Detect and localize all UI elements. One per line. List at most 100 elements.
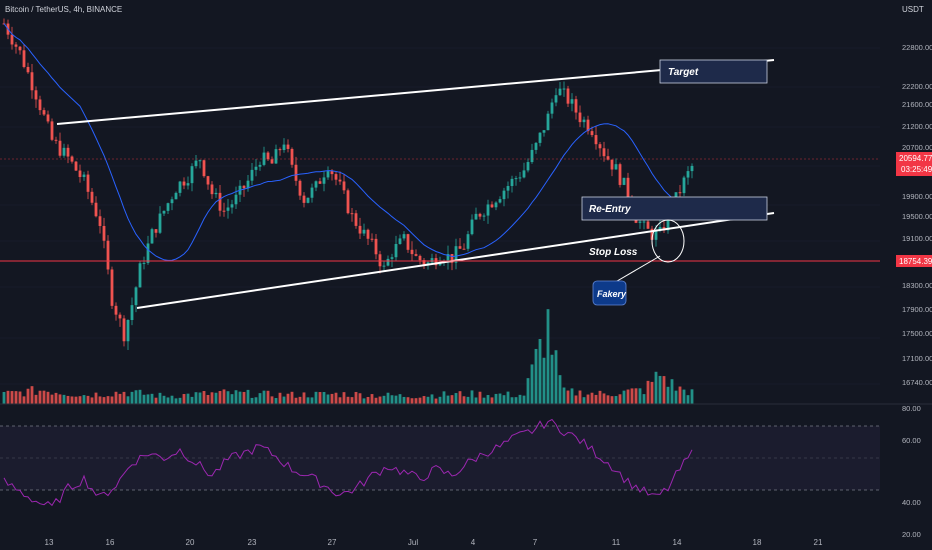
volume-bar [670,379,674,404]
candle-body [586,119,590,132]
candle-body [514,178,518,180]
candle-body [394,244,398,258]
volume-bar [126,396,130,404]
candle-body [678,192,682,194]
volume-bar [626,389,630,404]
candle-body [234,194,238,205]
fakery-box[interactable] [592,280,627,306]
volume-bar [274,398,278,404]
candle-body [482,215,486,217]
candle-body [566,88,570,104]
target-label: Target [668,67,699,78]
price-tick-label: 22800.00 [902,43,932,52]
volume-bar [214,392,218,404]
candle-body [98,216,102,226]
candle-body [298,180,302,196]
candle-body [658,227,662,231]
volume-bar [430,394,434,404]
candle-body [506,186,510,191]
volume-bar [178,397,182,404]
volume-bar [690,389,694,404]
time-axis[interactable]: 13 16 20 23 27 Jul 4 7 11 14 18 21 [45,538,823,547]
candle-body [42,110,46,115]
volume-bar [10,391,14,404]
volume-bar [206,394,210,404]
volume-bar [62,394,66,404]
volume-bar [222,389,226,404]
candle-body [270,159,274,164]
candle-body [126,319,130,342]
candle-body [50,121,54,140]
candle-body [594,135,598,145]
rsi-axis[interactable]: 80.00 60.00 40.00 20.00 [902,404,921,539]
time-tick-label: 11 [612,538,621,547]
volume-bar [446,395,450,404]
candle-body [350,213,354,215]
candle-body [510,178,514,187]
volume-bar [642,394,646,404]
candle-body [478,213,482,217]
candle-body [226,207,230,211]
price-axis[interactable]: 22800.00 22200.00 21600.00 21200.00 20700.00… [902,43,932,387]
candle-body [182,181,186,186]
fakery-ellipse[interactable] [651,219,685,263]
candle-body [382,265,386,267]
volume-bar [606,395,610,404]
candle-body [614,164,618,170]
price-tick-label: 20700.00 [902,143,932,152]
price-tick-label: 21600.00 [902,100,932,109]
candle-body [446,254,450,262]
candle-body [426,262,430,265]
volume-bar [514,397,518,404]
volume-bar [418,397,422,404]
rsi-tick-label: 60.00 [902,436,921,445]
channel-upper-line[interactable] [56,59,775,125]
candle-body [314,181,318,188]
volume-bar [138,389,142,404]
candle-body [526,162,530,171]
rsi-tick-label: 80.00 [902,404,921,413]
volume-bar [2,391,6,404]
re-entry-box[interactable] [581,196,768,221]
volume-bar [326,394,330,404]
candle-body [458,246,462,249]
candle-body [242,185,246,189]
volume-bar [662,376,666,404]
price-tick-label: 22200.00 [902,82,932,91]
candle-body [106,240,110,270]
volume-bar [50,394,54,404]
volume-bar [470,390,474,404]
candle-body [62,147,66,156]
volume-bar [394,395,398,404]
volume-bar [46,391,50,404]
candle-body [274,149,278,164]
rsi-line [3,418,693,507]
candle-body [198,160,202,162]
candle-body [602,148,606,157]
candles [2,18,694,350]
candle-body [562,88,566,90]
volume-bar [422,396,426,404]
candle-body [14,44,18,47]
volume-bar [78,396,82,404]
candle-body [146,243,150,263]
volume-bar [434,398,438,404]
volume-bar [270,396,274,404]
candle-body [606,156,610,160]
candle-body [18,46,22,51]
candle-body [82,174,86,177]
volume-bar [406,397,410,404]
candle-body [134,287,138,306]
time-tick-label: 16 [106,538,115,547]
volume-bar [302,392,306,404]
candle-body [430,258,434,263]
volume-bar [6,390,10,404]
target-box[interactable] [659,59,768,84]
volume-bar [374,397,378,404]
volume-bar [378,396,382,404]
candle-body [450,254,454,263]
candle-body [194,160,198,167]
volume-bar [646,380,650,404]
rsi-tick-label: 20.00 [902,530,921,539]
